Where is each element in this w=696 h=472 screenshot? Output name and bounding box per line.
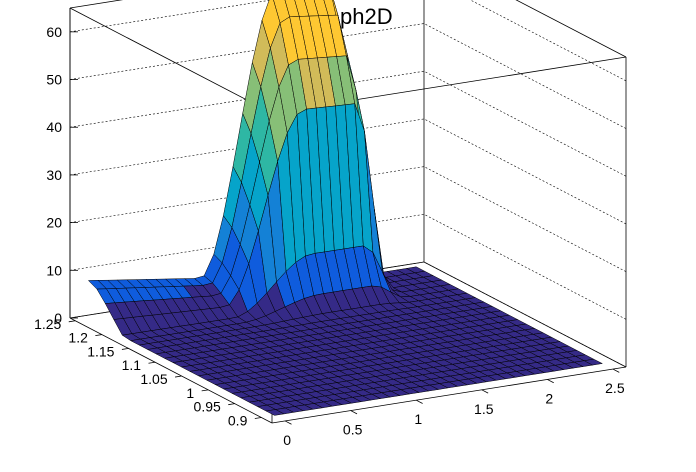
y-tick xyxy=(228,403,235,406)
y-tick-label: 1.15 xyxy=(87,343,114,359)
box-edge xyxy=(515,0,627,58)
x-tick xyxy=(612,368,620,373)
box-edge xyxy=(69,0,124,9)
z-tick-label: 60 xyxy=(46,24,62,40)
grid-line xyxy=(423,70,627,177)
surface-patch xyxy=(583,358,604,366)
x-axis-line xyxy=(271,366,627,424)
grid-line xyxy=(423,166,627,272)
y-tick-label: 1.05 xyxy=(140,371,167,387)
grid-line xyxy=(69,23,425,80)
x-tick xyxy=(547,379,554,384)
box-edge xyxy=(69,7,273,114)
y-tick xyxy=(121,347,129,350)
y-tick xyxy=(175,375,182,378)
grid-line xyxy=(469,0,627,82)
y-tick xyxy=(95,334,102,337)
x-tick xyxy=(481,389,489,394)
z-tick-label: 20 xyxy=(46,215,62,231)
z-tick-label: 10 xyxy=(46,262,62,278)
z-tick-label: 50 xyxy=(46,72,62,88)
x-tick-label: 1 xyxy=(414,411,422,427)
y-axis-line xyxy=(69,317,273,424)
x-tick-label: 1.5 xyxy=(474,401,494,417)
y-tick-label: 1.2 xyxy=(68,330,88,346)
y-tick xyxy=(254,417,262,419)
x-tick xyxy=(416,399,423,404)
y-tick-label: 1 xyxy=(186,385,194,401)
x-tick-label: 2.5 xyxy=(605,380,625,396)
x-tick-label: 2 xyxy=(545,390,553,406)
x-tick xyxy=(284,420,292,425)
grid-line xyxy=(423,214,627,320)
grid-line xyxy=(423,23,627,129)
x-tick xyxy=(350,410,358,415)
y-tick xyxy=(148,361,156,364)
y-tick-label: 1.1 xyxy=(122,357,142,373)
y-tick-label: 0.95 xyxy=(194,399,221,415)
grid-line xyxy=(423,118,627,225)
y-tick-label: 1.25 xyxy=(34,316,61,332)
grid-line xyxy=(423,261,627,368)
grid-line xyxy=(69,0,274,33)
y-tick xyxy=(68,320,76,323)
z-tick-label: 40 xyxy=(46,119,62,135)
z-tick-label: 30 xyxy=(46,167,62,183)
x-tick-label: 0.5 xyxy=(343,422,363,438)
y-tick xyxy=(201,389,209,392)
y-tick-label: 0.9 xyxy=(228,412,248,428)
z-tick-label: 0 xyxy=(54,310,62,326)
x-tick-label: 0 xyxy=(283,432,291,448)
